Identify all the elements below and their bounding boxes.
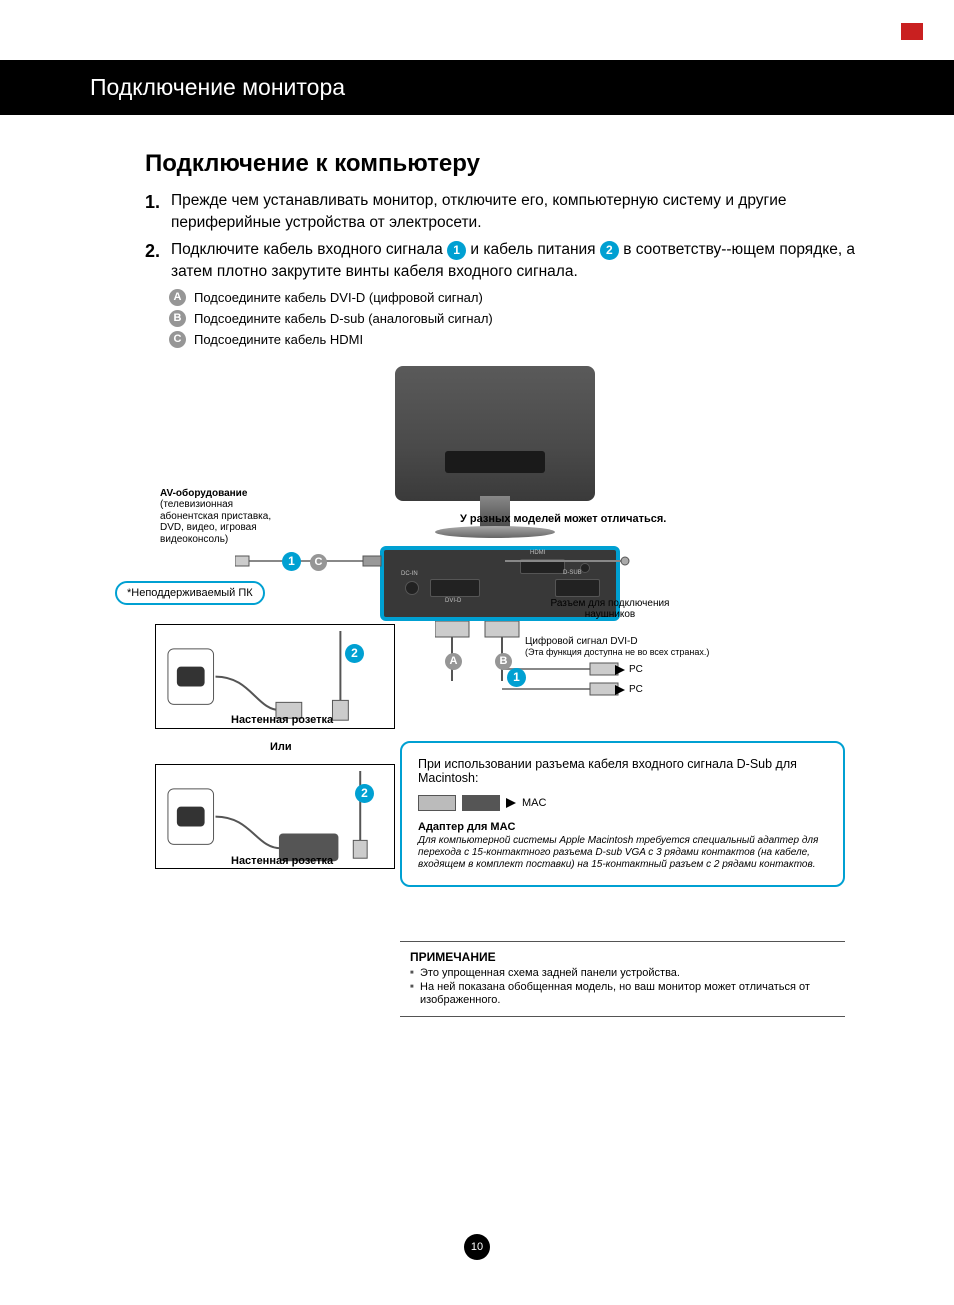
mac-box-line1: При использовании разъема кабеля входног… (418, 757, 827, 785)
headphone-jack-label: Разъем для подключения наушников (535, 598, 685, 620)
mac-label: MAC (522, 797, 546, 809)
dvi-signal-note: (Эта функция доступна не во всех странах… (525, 647, 709, 657)
red-corner-marker (901, 23, 923, 40)
arrow-mac-icon (506, 798, 516, 808)
badge-2-power-1: 2 (345, 644, 364, 663)
step-1-num: 1. (145, 190, 165, 233)
signal-cables-icon (435, 621, 635, 711)
step-2-text-b: и кабель питания (470, 241, 599, 258)
monitor-port-panel-icon (445, 451, 545, 473)
port-dsub-label: D-SUB (563, 570, 582, 576)
step-1: 1. Прежде чем устанавливать монитор, отк… (145, 190, 899, 233)
header-bar: Подключение монитора (0, 60, 954, 115)
note-item-1: Это упрощенная схема задней панели устро… (410, 967, 835, 981)
badge-2-power-2: 2 (355, 784, 374, 803)
bullet-c: C Подсоедините кабель HDMI (169, 331, 899, 348)
mac-adapter-text: Для компьютерной системы Apple Macintosh… (418, 835, 827, 871)
monitor-base-icon (435, 526, 555, 538)
note-item-2: На ней показана обобщенная модель, но ва… (410, 981, 835, 1009)
badge-c-hdmi: C (310, 554, 327, 571)
or-label: Или (270, 741, 292, 753)
pc-label-1: PC (629, 664, 643, 675)
outlet-2-label: Настенная розетка (231, 855, 333, 867)
arrow-icon-1 (615, 665, 625, 675)
badge-1-hdmi: 1 (282, 552, 301, 571)
letter-c-icon: C (169, 331, 186, 348)
bullet-c-text: Подсоедините кабель HDMI (194, 332, 363, 347)
mac-adapter-title: Адаптер для MAC (418, 821, 827, 833)
step-2: 2. Подключите кабель входного сигнала 1 … (145, 239, 899, 282)
mac-adapter-row: MAC (418, 795, 827, 811)
av-equipment-title: AV-оборудование (160, 488, 271, 500)
note-title: ПРИМЕЧАНИЕ (410, 950, 835, 964)
mac-adapter-icon (462, 795, 500, 811)
port-dcin-label: DC-IN (401, 571, 418, 577)
note-box: ПРИМЕЧАНИЕ Это упрощенная схема задней п… (400, 941, 845, 1017)
badge-b-dsub: B (495, 653, 512, 670)
port-dsub-icon (555, 579, 600, 597)
page-number: 10 (464, 1234, 490, 1260)
badge-a-dvi: A (445, 653, 462, 670)
headphone-cable-icon (505, 556, 635, 566)
outlet-2-svg (162, 771, 388, 863)
letter-b-icon: B (169, 310, 186, 327)
connection-diagram: У разных моделей может отличаться. DC-IN… (125, 366, 885, 966)
models-differ-label: У разных моделей может отличаться. (460, 513, 666, 525)
dvi-signal-text: Цифровой сигнал DVI-D (525, 636, 638, 647)
step-2-text-a: Подключите кабель входного сигнала (171, 241, 447, 258)
content: Подключение к компьютеру 1. Прежде чем у… (0, 115, 954, 966)
mac-info-box: При использовании разъема кабеля входног… (400, 741, 845, 887)
step-1-text: Прежде чем устанавливать монитор, отключ… (171, 190, 899, 233)
av-equipment-label: AV-оборудование (телевизионная абонентск… (160, 488, 271, 546)
pc-label-2: PC (629, 684, 643, 695)
port-dcin-icon (405, 581, 419, 595)
badge-1-signal: 1 (507, 668, 526, 687)
inline-badge-1: 1 (447, 241, 466, 260)
arrow-icon-2 (615, 685, 625, 695)
bullet-a-text: Подсоедините кабель DVI-D (цифровой сигн… (194, 290, 483, 305)
av-equipment-sub: (телевизионная абонентская приставка, DV… (160, 499, 271, 545)
outlet-1-label: Настенная розетка (231, 714, 333, 726)
step-2-text: Подключите кабель входного сигнала 1 и к… (171, 239, 899, 282)
port-dvi-label: DVI-D (445, 598, 461, 604)
port-dvi-icon (430, 579, 480, 597)
monitor-rear-icon (395, 366, 595, 501)
wall-outlet-2 (155, 764, 395, 869)
bullet-a: A Подсоедините кабель DVI-D (цифровой си… (169, 289, 899, 306)
dvi-signal-label: Цифровой сигнал DVI-D (Эта функция досту… (525, 636, 709, 658)
dsub-connector-icon (418, 795, 456, 811)
page: Подключение монитора Подключение к компь… (0, 0, 954, 1305)
header-title: Подключение монитора (90, 74, 345, 101)
bullet-b-text: Подсоедините кабель D-sub (аналоговый си… (194, 311, 493, 326)
unsupported-pc-box: *Неподдерживаемый ПК (115, 581, 265, 605)
inline-badge-2: 2 (600, 241, 619, 260)
letter-a-icon: A (169, 289, 186, 306)
bullet-b: B Подсоедините кабель D-sub (аналоговый … (169, 310, 899, 327)
section-title: Подключение к компьютеру (145, 150, 899, 178)
step-2-num: 2. (145, 239, 165, 282)
